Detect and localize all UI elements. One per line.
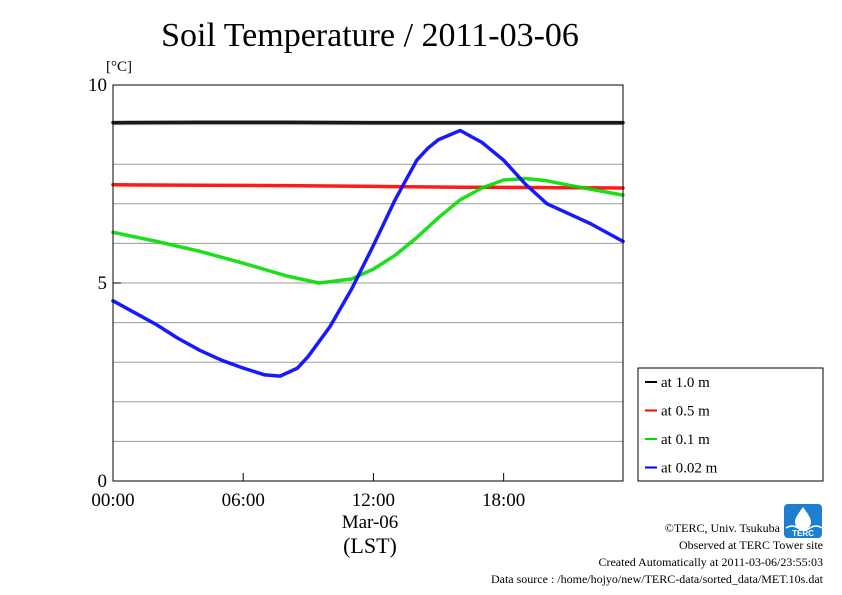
legend-label: at 0.1 m (661, 432, 710, 448)
x-tick-label: 12:00 (352, 490, 395, 511)
legend: at 1.0 m at 0.5 m at 0.1 m at 0.02 m (637, 367, 824, 482)
legend-box (637, 367, 824, 482)
x-axis-date-label: Mar-06 (342, 512, 399, 533)
observed-text: Observed at TERC Tower site (679, 538, 823, 552)
x-tick-label: 18:00 (482, 490, 525, 511)
legend-label: at 1.0 m (661, 375, 710, 391)
wave-icon (785, 525, 823, 531)
y-axis-unit: [°C] (106, 59, 132, 75)
series-line-at-0-1-m (111, 176, 625, 285)
copyright-text: ©TERC, Univ. Tsukuba (665, 521, 781, 535)
terc-logo: TERC (784, 504, 823, 538)
y-axis-ticks: 0 5 10 (88, 75, 121, 492)
legend-label: at 0.02 m (661, 461, 718, 477)
y-tick-label: 5 (98, 273, 108, 294)
series-layer (111, 120, 625, 378)
grid-lines (113, 124, 623, 442)
legend-label: at 0.5 m (661, 404, 710, 420)
x-tick-label: 00:00 (91, 490, 134, 511)
source-text: Data source : /home/hojyo/new/TERC-data/… (491, 572, 824, 586)
logo-text: TERC (792, 529, 814, 538)
x-tick-label: 06:00 (222, 490, 265, 511)
series-line-at-0-5-m (111, 183, 625, 190)
created-text: Created Automatically at 2011-03-06/23:5… (598, 555, 823, 569)
y-tick-label: 0 (98, 471, 108, 492)
x-axis-label: (LST) (343, 533, 397, 558)
y-tick-label: 10 (88, 75, 107, 96)
x-axis-ticks: 00:00 06:00 12:00 18:00 (91, 473, 525, 511)
water-drop-icon (795, 507, 811, 530)
series-line-at-0-02-m (111, 128, 625, 378)
chart-title: Soil Temperature / 2011-03-06 (161, 17, 579, 54)
